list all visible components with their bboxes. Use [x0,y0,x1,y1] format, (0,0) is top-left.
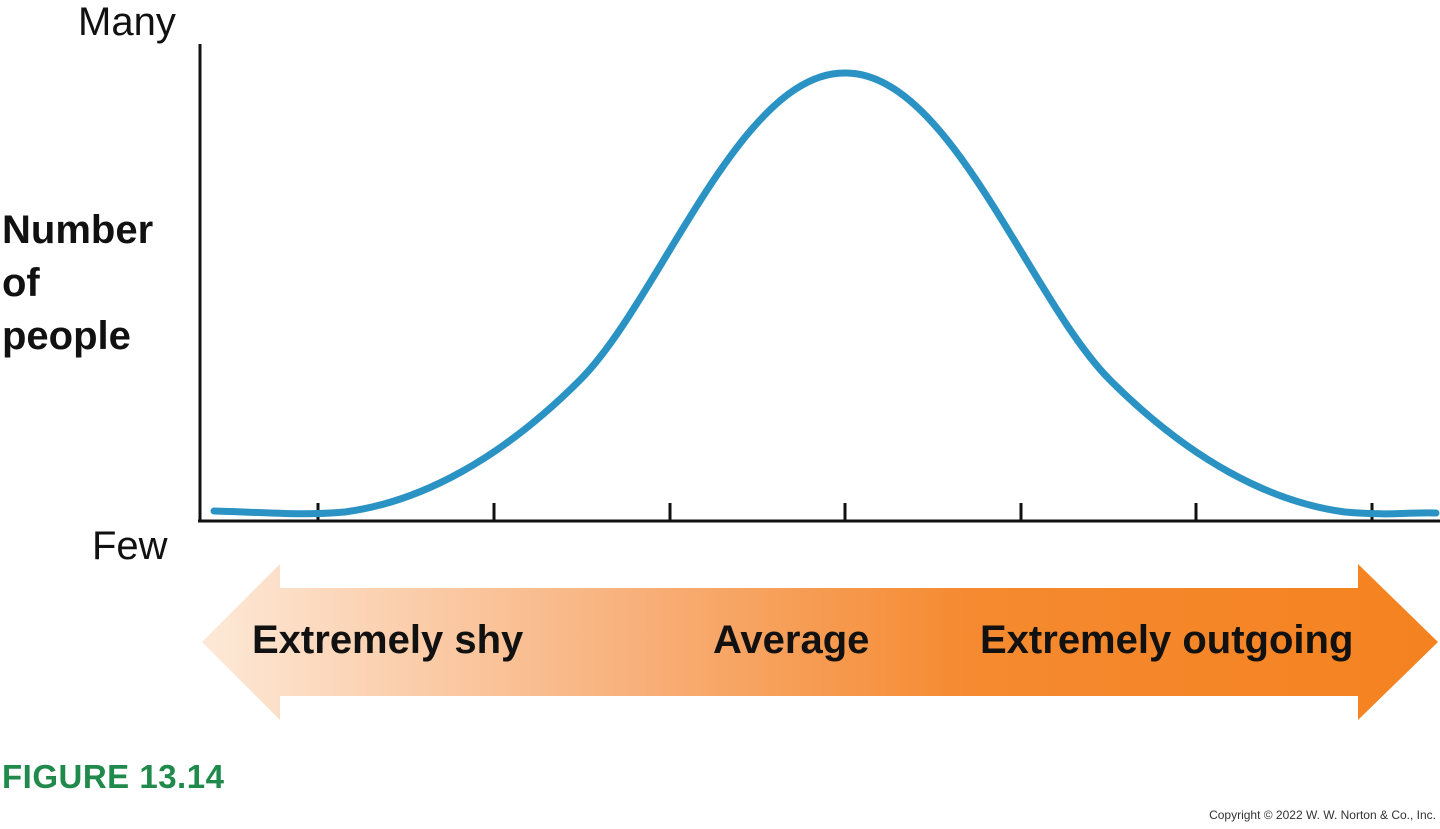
x-axis-ticks [316,503,1374,521]
bell-curve [210,69,1440,518]
copyright-notice: Copyright © 2022 W. W. Norton & Co., Inc… [1209,808,1436,822]
figure-label: FIGURE 13.14 [2,758,225,795]
y-axis-title-line-2: of [2,261,40,305]
arrow-label-extremely-outgoing: Extremely outgoing [980,618,1354,662]
y-axis-title-line-3: people [2,314,131,358]
arrow-label-average: Average [713,618,870,662]
y-axis-bottom-label: Few [92,524,168,568]
axes [198,44,1440,523]
shy-outgoing-double-arrow [202,564,1438,720]
y-axis-title: Number of people [2,204,153,363]
y-axis-title-line-1: Number [2,208,154,252]
arrow-label-extremely-shy: Extremely shy [252,618,524,662]
y-axis-top-label: Many [78,0,176,44]
